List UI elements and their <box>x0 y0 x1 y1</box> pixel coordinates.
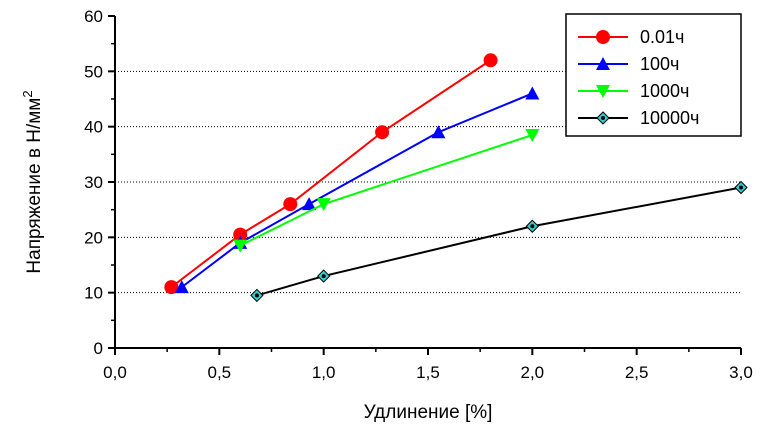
series-3 <box>233 128 540 253</box>
data-point <box>316 198 331 212</box>
series-line <box>170 59 492 288</box>
x-tick-label: 1,0 <box>312 363 336 382</box>
y-axis-label-superscript: 2 <box>20 90 35 97</box>
x-axis-label: Удлинение [%] <box>364 402 493 423</box>
data-point <box>483 53 498 68</box>
series-layer <box>164 53 748 303</box>
data-point <box>302 197 317 211</box>
y-tick-label: 40 <box>84 118 103 137</box>
legend-marker <box>596 57 610 70</box>
x-tick-label: 0,5 <box>208 363 232 382</box>
data-point-center <box>321 274 326 279</box>
x-tick-label: 3,0 <box>729 363 753 382</box>
x-tick-label: 0,0 <box>103 363 127 382</box>
y-tick-label: 60 <box>84 7 103 26</box>
data-point <box>283 197 298 212</box>
data-point <box>525 86 540 100</box>
legend-label: 0.01ч <box>640 27 684 47</box>
legend-box <box>565 13 742 137</box>
series-line <box>181 92 533 288</box>
series-2 <box>174 86 540 294</box>
data-point <box>525 128 540 142</box>
y-tick-label: 20 <box>84 228 103 247</box>
series-line <box>239 134 533 247</box>
data-point-center <box>739 185 743 190</box>
y-tick-label: 10 <box>84 284 103 303</box>
legend-entry: 10000ч <box>578 108 699 128</box>
y-axis-label: Напряжение в Н/мм2 <box>20 90 45 273</box>
y-tick-label: 30 <box>84 173 103 192</box>
data-point <box>431 125 446 139</box>
y-axis-label-text: Напряжение в Н/мм <box>24 98 45 274</box>
legend-entry: 100ч <box>578 54 679 74</box>
x-tick-label: 2,0 <box>521 363 545 382</box>
data-point-center <box>530 224 535 229</box>
legend-label: 10000ч <box>640 108 699 128</box>
x-tick-label: 2,5 <box>625 363 649 382</box>
data-point <box>233 239 248 253</box>
data-point <box>233 227 248 242</box>
x-tick-label: 1,5 <box>416 363 440 382</box>
y-tick-label: 0 <box>94 339 103 358</box>
series-1 <box>164 53 498 295</box>
axes <box>108 15 742 355</box>
legend-label: 1000ч <box>640 81 689 101</box>
data-point <box>375 125 390 140</box>
legend-entry: 0.01ч <box>578 27 684 47</box>
legend-entry: 1000ч <box>578 81 689 101</box>
series-4 <box>250 180 748 303</box>
legend-marker <box>596 30 610 44</box>
tick-labels: 0 10 20 30 40 50 60 0,0 0,5 1,0 1,5 2,0 2,5 3,0 <box>84 7 753 382</box>
data-point <box>174 280 189 294</box>
legend-marker-center <box>601 116 605 120</box>
legend-label: 100ч <box>640 54 679 74</box>
data-point <box>164 280 179 295</box>
y-tick-label: 50 <box>84 62 103 81</box>
legend: 0.01ч 100ч 1000ч 10000ч <box>565 13 742 137</box>
series-line <box>256 186 742 297</box>
legend-marker <box>596 85 610 98</box>
grid-lines <box>115 70 741 294</box>
data-point-center <box>254 293 259 298</box>
